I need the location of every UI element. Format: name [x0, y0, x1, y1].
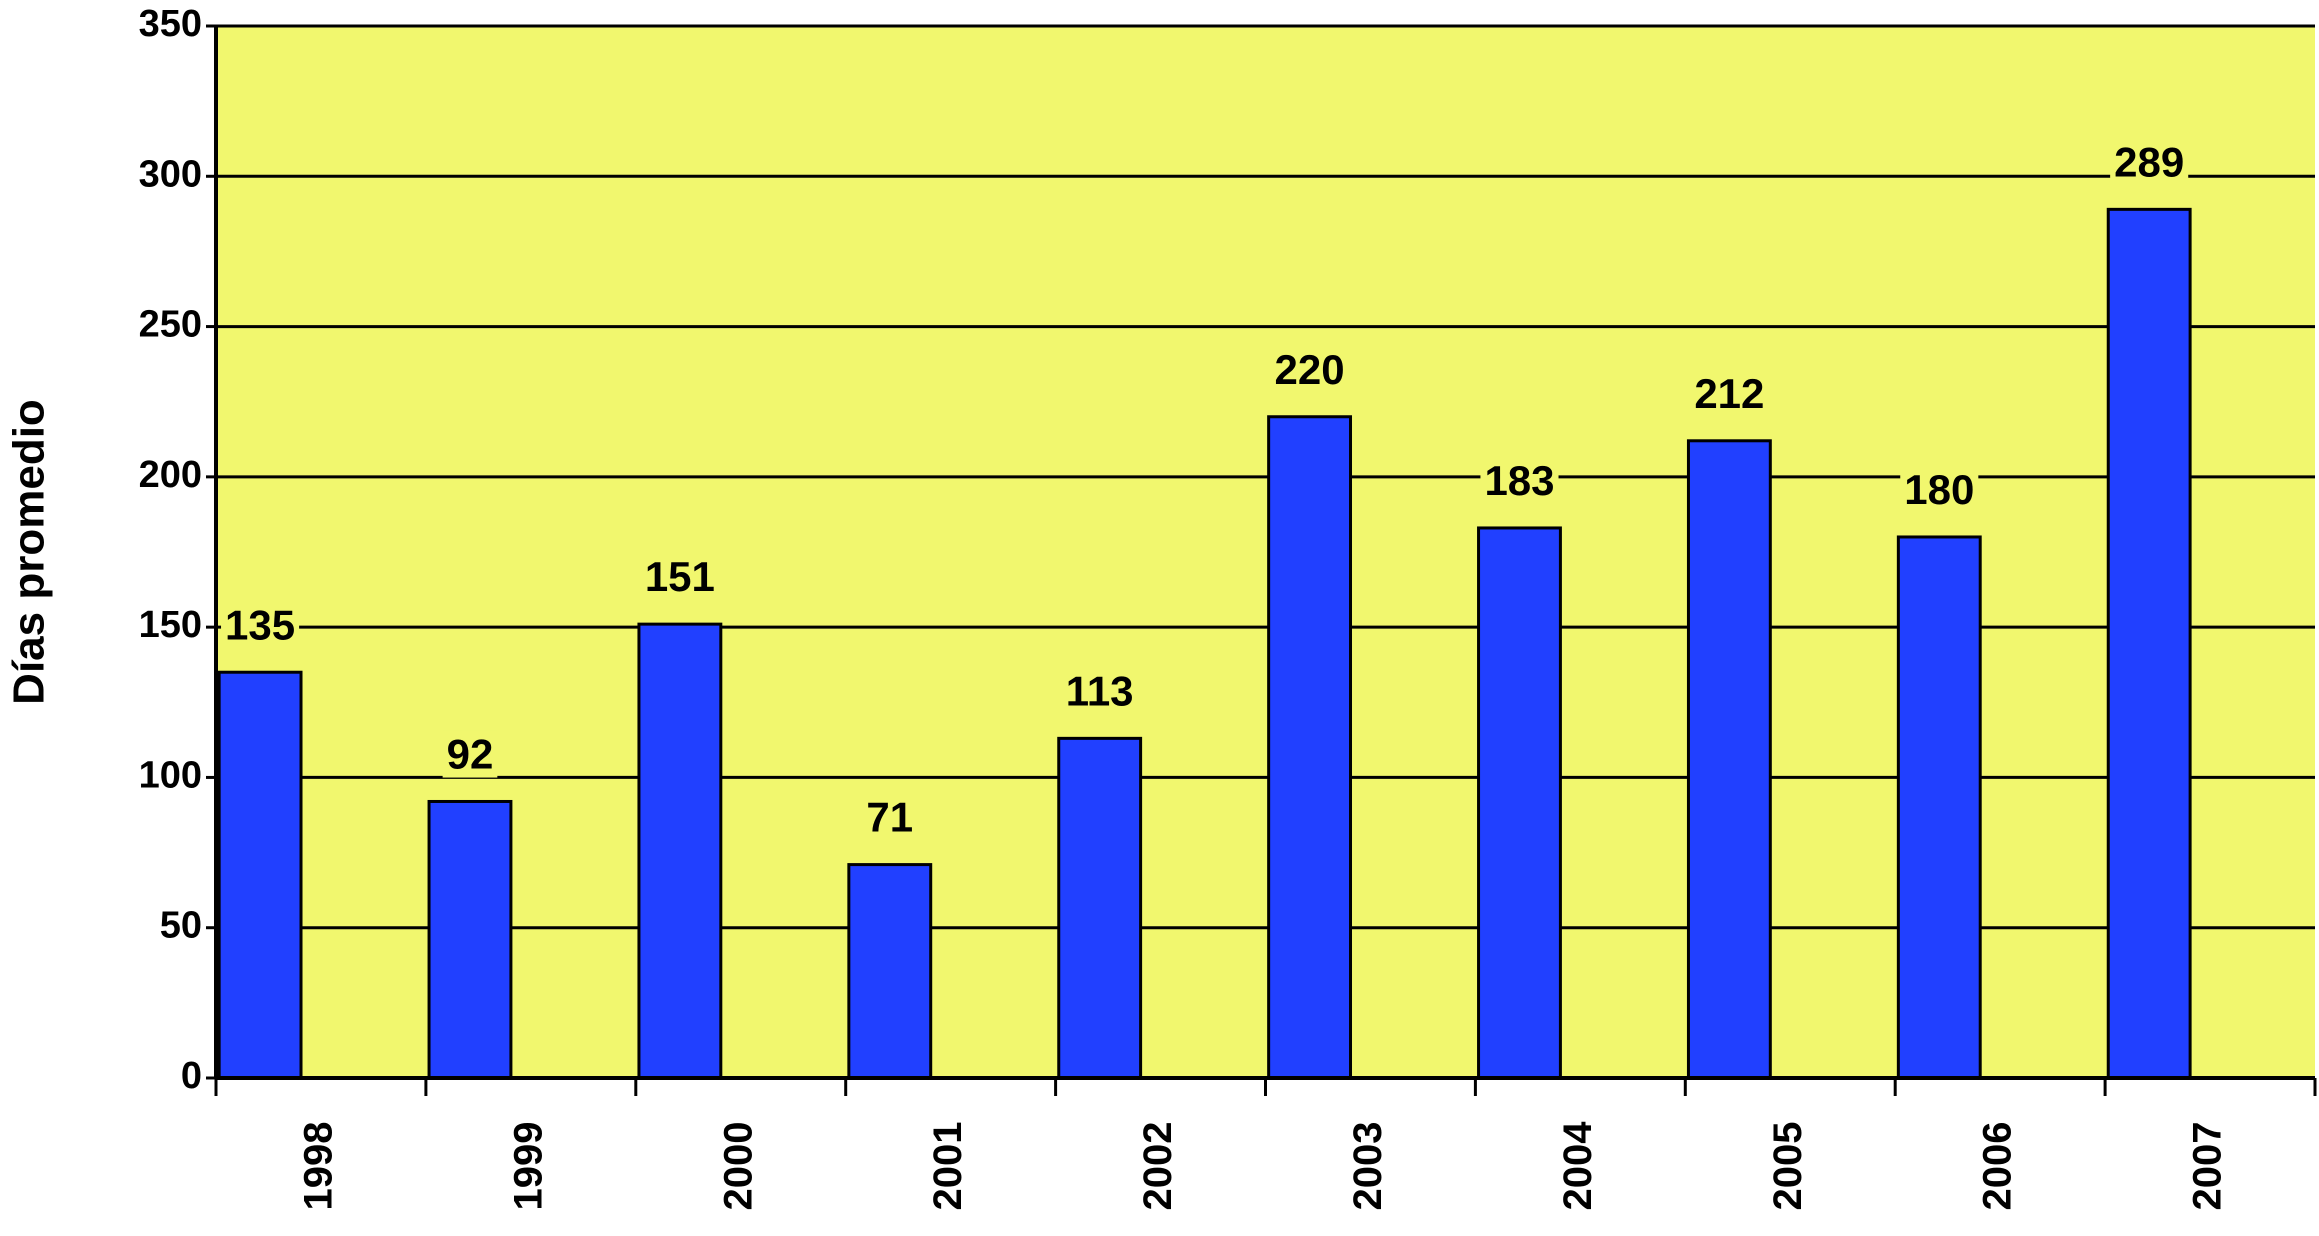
- value-label-bg: [442, 730, 498, 778]
- x-tick-label: 2007: [2186, 1122, 2230, 1211]
- y-axis-label: Días promedio: [5, 399, 54, 705]
- value-label: 183: [1484, 457, 1554, 504]
- y-tick-label: 100: [139, 754, 202, 796]
- bar: [637, 622, 723, 1080]
- y-tick-label: 350: [139, 3, 202, 45]
- value-label-bg: [1900, 466, 1979, 514]
- value-label-bg: [1480, 457, 1559, 505]
- y-tick-label: 50: [160, 905, 202, 947]
- bar: [427, 799, 513, 1080]
- bar: [217, 670, 303, 1080]
- bar: [1057, 736, 1143, 1080]
- value-label: 135: [225, 601, 295, 648]
- x-tick-label: 2006: [1976, 1122, 2020, 1211]
- y-tick-label: 250: [139, 304, 202, 346]
- value-label-bg: [1270, 345, 1349, 393]
- x-tick-label: 2003: [1346, 1122, 1390, 1211]
- y-tick-label: 300: [139, 153, 202, 195]
- value-label-bg: [640, 553, 719, 601]
- value-label: 113: [1066, 667, 1134, 714]
- value-label-bg: [221, 601, 300, 649]
- bar: [1686, 439, 1772, 1080]
- x-tick-label: 1999: [506, 1122, 550, 1211]
- value-label: 71: [866, 794, 913, 841]
- x-tick-label: 2002: [1136, 1122, 1180, 1211]
- y-tick-label: 200: [139, 454, 202, 496]
- value-label: 220: [1275, 346, 1345, 393]
- bar: [1267, 415, 1353, 1080]
- x-tick-label: 2004: [1556, 1121, 1600, 1211]
- value-label: 289: [2114, 138, 2184, 185]
- x-tick-label: 2001: [926, 1122, 970, 1211]
- x-tick-label: 1998: [297, 1122, 341, 1211]
- plot-background: [216, 26, 2315, 1078]
- x-tick-label: 2000: [716, 1122, 760, 1211]
- value-label: 180: [1904, 466, 1974, 513]
- value-label-bg: [1690, 369, 1769, 417]
- value-label: 92: [447, 731, 494, 778]
- value-label-bg: [1061, 667, 1138, 715]
- bar: [1477, 526, 1562, 1080]
- bar: [1896, 535, 1982, 1080]
- y-tick-label: 150: [139, 604, 202, 646]
- x-tick-label: 2005: [1766, 1122, 1810, 1211]
- value-label: 212: [1694, 370, 1764, 417]
- bar: [2106, 207, 2192, 1080]
- y-tick-label: 0: [181, 1055, 202, 1097]
- value-label-bg: [862, 793, 918, 841]
- value-label: 151: [645, 553, 715, 600]
- bar: [847, 863, 933, 1080]
- value-label-bg: [2110, 138, 2189, 186]
